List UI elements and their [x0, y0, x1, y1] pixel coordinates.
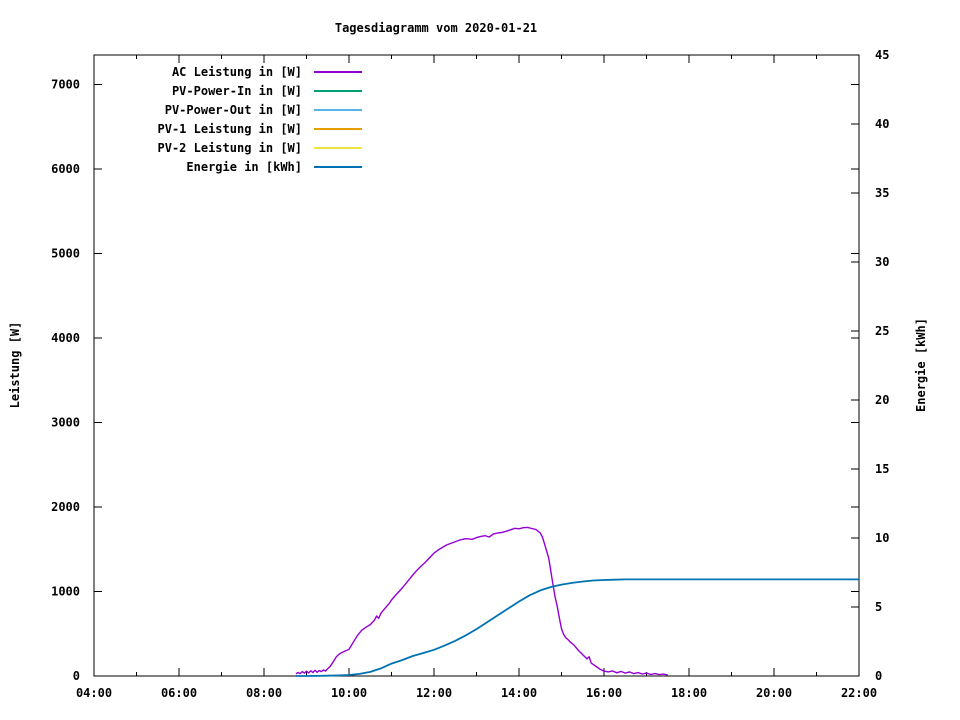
y1-tick-label: 3000 — [51, 416, 80, 430]
y2-tick-label: 30 — [875, 255, 889, 269]
legend-entry: AC Leistung in [W] — [90, 62, 362, 81]
legend-entry-label: Energie in [kWh] — [186, 159, 302, 174]
y1-tick-label: 6000 — [51, 162, 80, 176]
y1-tick-label: 0 — [73, 669, 80, 683]
series-line-ac-leistung-in-w- — [295, 526, 668, 676]
x-tick-label: 12:00 — [416, 686, 452, 700]
legend-line-sample — [314, 146, 362, 149]
legend-entry: PV-1 Leistung in [W] — [90, 119, 362, 138]
legend-entry-label: PV-2 Leistung in [W] — [157, 140, 303, 155]
y2-tick-label: 20 — [875, 393, 889, 407]
legend-entry-label: AC Leistung in [W] — [171, 64, 302, 79]
legend-line-sample — [314, 127, 362, 130]
legend-entry: PV-Power-In in [W] — [90, 81, 362, 100]
x-tick-label: 18:00 — [671, 686, 707, 700]
x-tick-label: 20:00 — [756, 686, 792, 700]
y1-axis-title: Leistung [W] — [8, 321, 22, 409]
legend-entry: PV-Power-Out in [W] — [90, 100, 362, 119]
legend-entry: Energie in [kWh] — [90, 157, 362, 176]
legend-line-sample — [314, 108, 362, 111]
y1-tick-label: 5000 — [51, 247, 80, 261]
y2-tick-label: 25 — [875, 324, 889, 338]
legend-entry-label: PV-1 Leistung in [W] — [157, 121, 303, 136]
legend-entry-label: PV-Power-In in [W] — [171, 83, 302, 98]
y2-tick-label: 45 — [875, 48, 889, 62]
x-tick-label: 10:00 — [331, 686, 367, 700]
y2-tick-label: 35 — [875, 186, 889, 200]
series-line-energie-in-kwh- — [295, 578, 859, 677]
x-tick-label: 06:00 — [161, 686, 197, 700]
y2-tick-label: 15 — [875, 462, 889, 476]
legend-line-sample — [314, 165, 362, 168]
y2-axis-title: Energie [kWh] — [914, 318, 928, 412]
legend-line-sample — [314, 89, 362, 92]
y2-tick-label: 40 — [875, 117, 889, 131]
y1-tick-label: 1000 — [51, 585, 80, 599]
y2-tick-label: 10 — [875, 531, 889, 545]
y1-tick-label: 7000 — [51, 78, 80, 92]
x-tick-label: 16:00 — [586, 686, 622, 700]
y1-tick-label: 4000 — [51, 331, 80, 345]
legend: AC Leistung in [W] PV-Power-In in [W] PV-P… — [90, 62, 362, 176]
x-tick-label: 22:00 — [841, 686, 877, 700]
legend-line-sample — [314, 70, 362, 73]
y1-tick-label: 2000 — [51, 500, 80, 514]
legend-entry: PV-2 Leistung in [W] — [90, 138, 362, 157]
x-tick-label: 14:00 — [501, 686, 537, 700]
x-tick-label: 04:00 — [76, 686, 112, 700]
chart-title: Tagesdiagramm vom 2020-01-21 — [334, 21, 538, 35]
legend-entry-label: PV-Power-Out in [W] — [164, 102, 302, 117]
y2-tick-label: 0 — [875, 669, 882, 683]
x-tick-label: 08:00 — [246, 686, 282, 700]
y2-tick-label: 5 — [875, 600, 882, 614]
